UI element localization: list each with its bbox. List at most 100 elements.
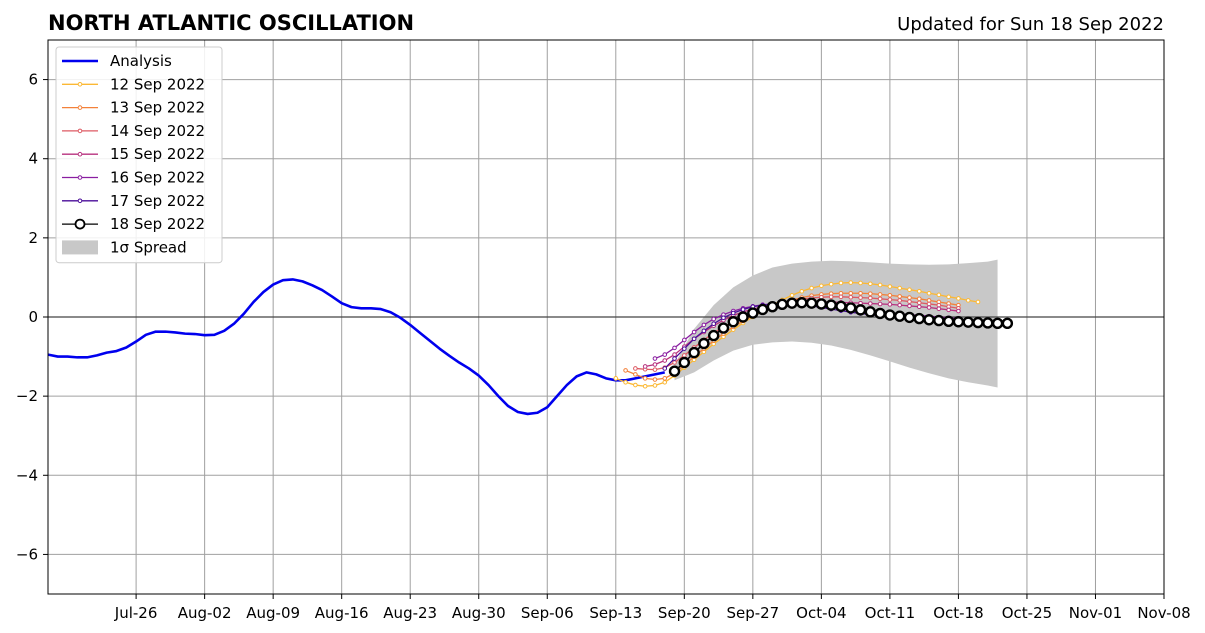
forecast-point — [868, 301, 873, 306]
legend-box — [55, 46, 223, 264]
legend-forecast-label: 17 Sep 2022 — [110, 192, 205, 210]
forecast-point — [711, 316, 716, 322]
forecast-point — [662, 376, 668, 381]
y-tick-label: −4 — [16, 466, 38, 484]
forecast-point — [633, 366, 638, 371]
forecast-point — [756, 303, 769, 316]
forecast-layer — [613, 280, 1014, 389]
forecast-point — [613, 376, 619, 381]
forecast-point — [691, 336, 697, 342]
forecast-point — [623, 368, 628, 373]
forecast-point — [672, 352, 677, 357]
forecast-point — [877, 296, 883, 302]
legend-forecast-label: 16 Sep 2022 — [110, 169, 205, 187]
forecast-point — [946, 294, 951, 300]
forecast-point — [916, 288, 922, 294]
forecast-point — [942, 315, 955, 328]
legend-forecast-marker — [77, 128, 83, 134]
legend-forecast-marker — [77, 175, 83, 180]
forecast-point — [786, 297, 798, 309]
forecast-point — [825, 299, 837, 311]
forecast-point — [642, 376, 648, 381]
x-tick-label: Nov-01 — [1069, 604, 1122, 622]
x-tick-label: Oct-18 — [933, 604, 983, 622]
forecast-point — [652, 362, 658, 367]
analysis-layer — [48, 278, 665, 416]
forecast-point — [747, 307, 759, 319]
forecast-point — [672, 360, 677, 365]
forecast-point — [678, 356, 691, 369]
x-tick-label: Oct-11 — [865, 604, 915, 622]
forecast-point — [848, 294, 854, 300]
forecast-point — [701, 328, 707, 334]
forecast-point — [633, 372, 638, 377]
legend-analysis-label: Analysis — [110, 52, 172, 70]
forecast-point — [877, 282, 883, 288]
spread-layer — [674, 259, 998, 388]
forecast-point — [897, 298, 902, 303]
forecast-point — [926, 290, 932, 296]
forecast-point — [858, 295, 863, 300]
forecast-point — [662, 358, 668, 363]
legend: Analysis 12 Sep 2022 13 Sep 2022 14 Sep 202… — [55, 46, 223, 264]
forecast-point — [737, 311, 749, 323]
x-tick-label: Sep-27 — [726, 604, 779, 622]
x-tick-label: Aug-23 — [383, 604, 437, 622]
forecast-point — [815, 298, 828, 310]
forecast-point — [887, 292, 893, 298]
forecast-point — [864, 306, 877, 318]
y-tick-label: 0 — [28, 308, 38, 326]
forecast-point — [809, 285, 814, 291]
forecast-point — [868, 291, 873, 296]
forecast-point — [727, 316, 739, 328]
forecast-point — [848, 280, 854, 285]
legend-spread-label: 1σ Spread — [110, 238, 187, 256]
forecast-point — [652, 367, 658, 372]
forecast-point — [711, 321, 716, 327]
forecast-point — [952, 316, 965, 328]
forecast-point — [926, 305, 932, 310]
legend-forecast-marker — [77, 151, 83, 157]
x-tick-label: Aug-09 — [246, 604, 300, 622]
forecast-point — [838, 280, 844, 286]
chart-subtitle: Updated for Sun 18 Sep 2022 — [897, 14, 1164, 35]
forecast-point — [868, 295, 873, 301]
forecast-point — [897, 302, 902, 308]
forecast-point — [916, 304, 922, 310]
forecast-point — [854, 304, 867, 316]
forecast-point — [956, 296, 961, 301]
plot-area — [48, 259, 1164, 416]
forecast-point — [828, 294, 834, 300]
x-tick-label: Jul-26 — [114, 604, 158, 622]
forecast-point — [682, 346, 687, 351]
forecast-point — [698, 337, 710, 350]
y-tick-label: 4 — [28, 150, 38, 168]
forecast-point — [877, 292, 883, 297]
forecast-point — [936, 306, 942, 311]
y-tick-label: −2 — [16, 387, 38, 405]
forecast-point — [662, 352, 668, 357]
forecast-point — [799, 288, 805, 294]
legend-forecast-label: 14 Sep 2022 — [110, 122, 205, 140]
forecast-point — [884, 309, 896, 321]
forecast-point — [907, 299, 912, 304]
x-tick-label: Aug-16 — [315, 604, 369, 622]
forecast-point — [982, 317, 994, 329]
forecast-point — [916, 300, 922, 306]
forecast-point — [819, 283, 824, 289]
legend-forecast-marker — [77, 198, 83, 204]
forecast-point — [682, 353, 687, 358]
forecast-point — [623, 379, 628, 385]
forecast-point — [923, 314, 935, 326]
forecast-point — [916, 296, 922, 302]
forecast-point — [874, 307, 886, 320]
forecast-point — [897, 294, 902, 299]
forecast-point — [633, 382, 638, 388]
forecast-point — [838, 294, 844, 300]
forecast-point — [965, 298, 971, 303]
forecast-point — [642, 364, 648, 369]
forecast-point — [707, 329, 720, 342]
forecast-point — [652, 356, 658, 361]
forecast-point — [776, 298, 788, 311]
